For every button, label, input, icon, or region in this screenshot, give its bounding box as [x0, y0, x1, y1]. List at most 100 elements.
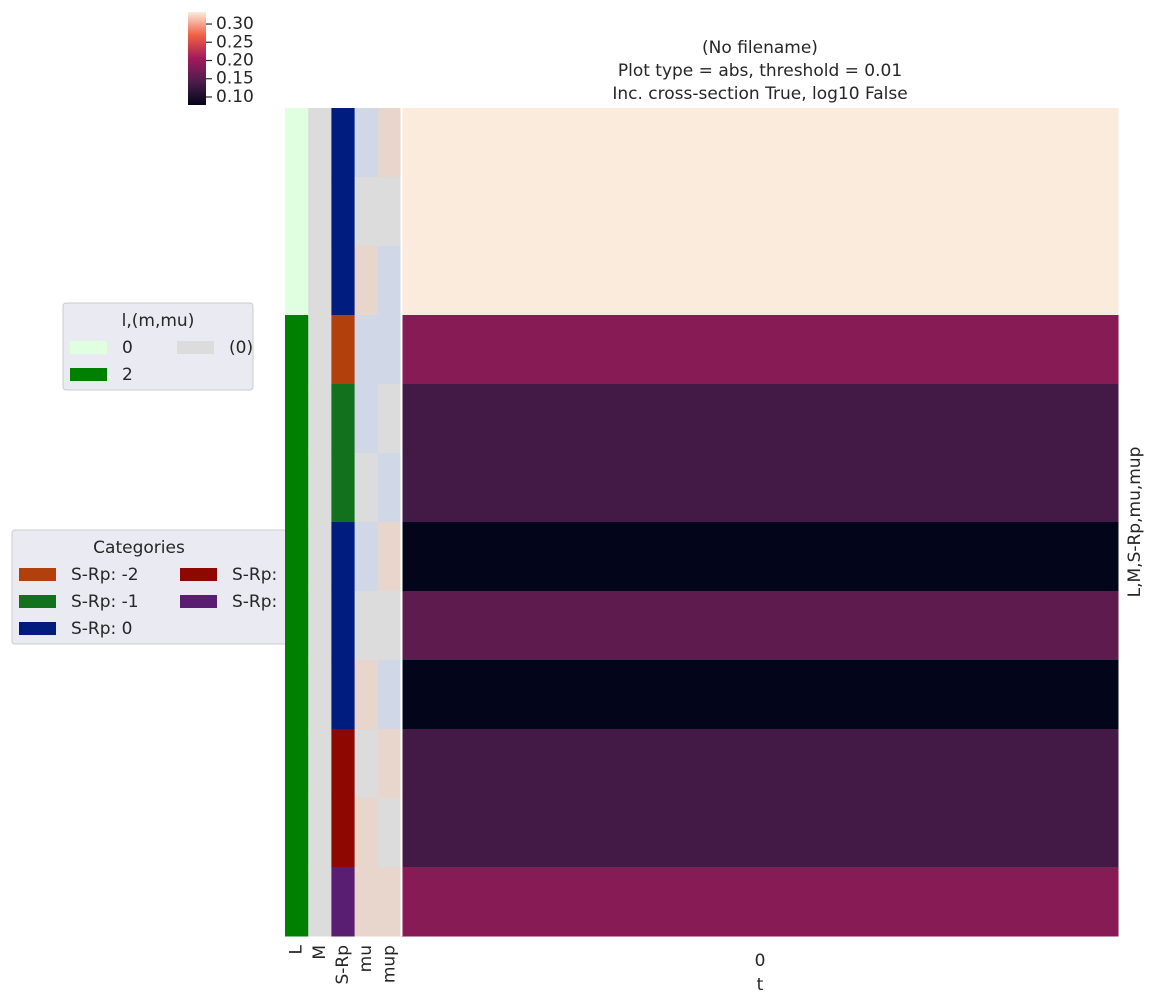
- row-color-cell: [354, 522, 379, 592]
- row-color-cell: [308, 798, 332, 868]
- row-color-cell: [285, 867, 309, 937]
- colorbar-tick-label: 0.15: [216, 69, 254, 89]
- row-color-label: S-Rp: [333, 945, 353, 985]
- row-color-cell: [354, 591, 379, 661]
- row-color-cell: [377, 177, 402, 247]
- row-color-cell: [285, 315, 309, 385]
- legend-swatch: [70, 341, 107, 354]
- row-color-cell: [285, 591, 309, 661]
- legend-label: S-Rp:: [232, 592, 277, 612]
- row-color-cell: [331, 867, 356, 937]
- row-color-label: mup: [379, 945, 399, 983]
- row-color-cell: [331, 660, 356, 730]
- row-color-cell: [354, 660, 379, 730]
- legend-swatch: [177, 341, 214, 354]
- row-color-cell: [308, 108, 332, 178]
- row-color-cell: [308, 177, 332, 247]
- heatmap-cell: [402, 108, 1119, 178]
- heatmap-cell: [402, 453, 1119, 523]
- row-color-cell: [377, 798, 402, 868]
- legend-swatch: [180, 595, 217, 608]
- heatmap-cell: [402, 384, 1119, 454]
- row-color-cell: [285, 246, 309, 316]
- chart-title: Inc. cross-section True, log10 False: [612, 84, 907, 104]
- row-color-cell: [354, 384, 379, 454]
- row-color-cell: [285, 798, 309, 868]
- row-color-cell: [308, 867, 332, 937]
- heatmap-cell: [402, 729, 1119, 799]
- row-color-cell: [331, 177, 356, 247]
- row-color-cell: [308, 729, 332, 799]
- row-color-cell: [354, 729, 379, 799]
- row-color-cell: [331, 729, 356, 799]
- legend-swatch: [180, 568, 217, 581]
- row-color-cell: [377, 384, 402, 454]
- row-color-cell: [377, 453, 402, 523]
- row-color-cell: [354, 453, 379, 523]
- row-color-cell: [308, 315, 332, 385]
- heatmap-cell: [402, 177, 1119, 247]
- heatmap-cell: [402, 522, 1119, 592]
- legend-label: (0): [229, 338, 253, 358]
- row-color-label: L: [287, 944, 307, 954]
- legend-label: S-Rp:: [232, 565, 277, 585]
- row-color-cell: [308, 522, 332, 592]
- legend-box: [62, 302, 254, 391]
- row-color-cell: [331, 453, 356, 523]
- row-color-label: mu: [356, 945, 376, 972]
- row-color-cell: [285, 522, 309, 592]
- row-color-cell: [285, 453, 309, 523]
- row-color-cell: [331, 591, 356, 661]
- heatmap-cell: [402, 798, 1119, 868]
- heatmap-cell: [402, 246, 1119, 316]
- row-color-cell: [354, 108, 379, 178]
- legend-title: l,(m,mu): [122, 311, 195, 331]
- y-axis-label: L,M,S-Rp,mu,mup: [1125, 447, 1145, 598]
- row-color-cell: [377, 522, 402, 592]
- row-color-cell: [354, 867, 379, 937]
- row-color-cell: [377, 660, 402, 730]
- row-color-cell: [285, 660, 309, 730]
- colorbar-tick-label: 0.20: [216, 51, 254, 71]
- chart-title: Plot type = abs, threshold = 0.01: [618, 61, 902, 81]
- row-color-cell: [331, 315, 356, 385]
- row-color-cell: [285, 177, 309, 247]
- heatmap-cell: [402, 867, 1119, 937]
- row-color-cell: [308, 591, 332, 661]
- legend-swatch: [19, 568, 56, 581]
- row-color-cell: [331, 108, 356, 178]
- chart-title: (No filename): [702, 38, 818, 58]
- row-color-cell: [308, 246, 332, 316]
- row-color-cell: [354, 315, 379, 385]
- legend-label: S-Rp: -1: [71, 592, 139, 612]
- row-color-label: M: [310, 945, 330, 960]
- row-color-cell: [377, 246, 402, 316]
- legend-label: S-Rp: -2: [71, 565, 139, 585]
- heatmap-cell: [402, 660, 1119, 730]
- row-color-cell: [331, 246, 356, 316]
- row-color-cell: [377, 315, 402, 385]
- colorbar-tick-label: 0.30: [216, 14, 254, 34]
- legend-label: 0: [122, 338, 133, 358]
- row-color-cell: [308, 660, 332, 730]
- legend-swatch: [19, 622, 56, 635]
- legend-swatch: [70, 368, 107, 381]
- row-color-cell: [377, 867, 402, 937]
- row-color-cell: [377, 729, 402, 799]
- row-color-cell: [285, 729, 309, 799]
- row-color-cell: [285, 108, 309, 178]
- row-color-cell: [308, 384, 332, 454]
- row-color-cell: [377, 591, 402, 661]
- legend-title: Categories: [93, 538, 185, 558]
- legend-swatch: [19, 595, 56, 608]
- row-color-cell: [308, 453, 332, 523]
- row-color-cell: [354, 246, 379, 316]
- row-color-cell: [331, 522, 356, 592]
- legend-label: 2: [122, 365, 133, 385]
- x-axis-label: t: [757, 975, 764, 995]
- colorbar-tick-label: 0.25: [216, 32, 254, 52]
- x-tick-label: 0: [755, 951, 766, 971]
- row-color-cell: [354, 798, 379, 868]
- heatmap-cell: [402, 591, 1119, 661]
